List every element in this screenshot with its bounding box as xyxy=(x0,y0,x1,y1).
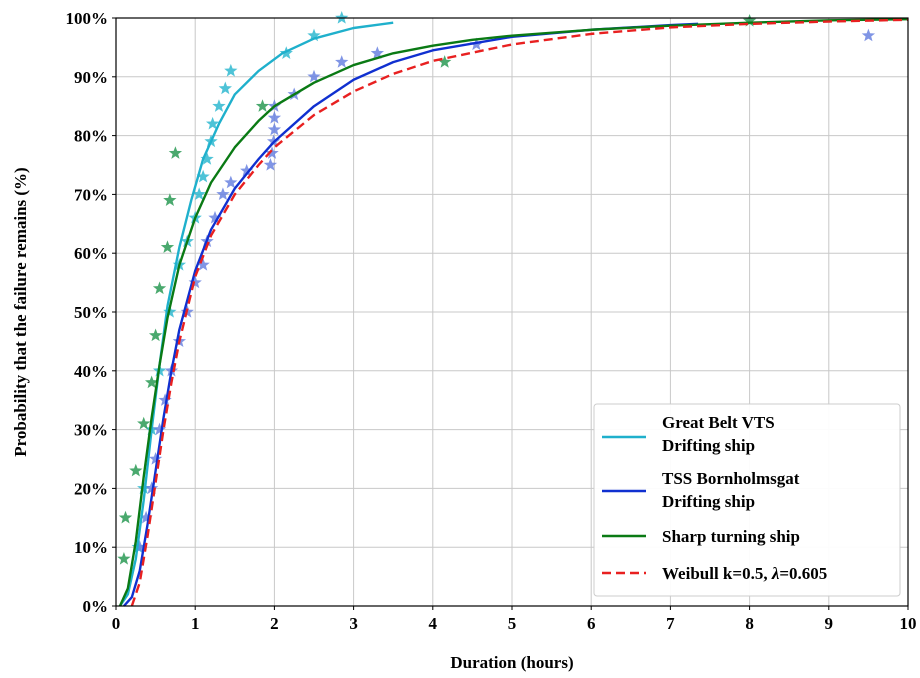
data-point-series-2 xyxy=(255,99,270,112)
legend-label-3: Weibull k=0.5, λ=0.605 xyxy=(662,564,827,583)
y-axis-title: Probability that the failure remains (%) xyxy=(11,167,30,456)
data-point-series-0 xyxy=(192,187,206,201)
data-point-series-1 xyxy=(263,158,278,171)
x-tick-label: 5 xyxy=(508,614,517,633)
data-point-series-1 xyxy=(335,55,349,68)
y-tick-label: 70% xyxy=(74,185,108,204)
data-point-series-0 xyxy=(205,116,220,130)
data-point-series-2 xyxy=(152,281,167,295)
data-point-series-2 xyxy=(438,55,452,68)
legend-label-0: Great Belt VTS xyxy=(662,413,775,432)
series-lines xyxy=(118,17,909,607)
y-tick-label: 100% xyxy=(66,9,109,28)
y-tick-label: 90% xyxy=(74,68,108,87)
data-point-series-0 xyxy=(218,81,232,95)
series-line-1 xyxy=(123,22,699,607)
data-point-series-1 xyxy=(307,69,321,83)
x-tick-label: 4 xyxy=(429,614,438,633)
data-point-series-1 xyxy=(224,175,238,189)
data-point-series-2 xyxy=(137,416,151,430)
data-point-series-1 xyxy=(144,481,159,495)
data-point-series-2 xyxy=(117,551,131,565)
y-tick-label: 0% xyxy=(83,597,109,616)
legend-label-0: Drifting ship xyxy=(662,436,755,455)
y-tick-label: 50% xyxy=(74,303,108,322)
data-point-series-1 xyxy=(158,393,172,406)
data-point-series-1 xyxy=(267,122,282,136)
data-point-series-1 xyxy=(267,110,282,124)
data-point-series-2 xyxy=(144,375,159,389)
data-point-series-2 xyxy=(168,146,183,159)
data-point-series-1 xyxy=(133,540,147,553)
y-tick-label: 10% xyxy=(74,538,108,557)
y-axis-ticks: 0% 10% 20% 30% 40% 50% 60% 70% 80% 90% 100% xyxy=(66,9,116,616)
data-point-series-2 xyxy=(160,240,175,253)
data-point-series-1 xyxy=(188,275,202,289)
x-tick-label: 0 xyxy=(112,614,121,633)
x-tick-label: 9 xyxy=(825,614,834,633)
data-point-series-0 xyxy=(224,63,238,77)
data-point-series-2 xyxy=(129,463,143,477)
data-point-series-1 xyxy=(152,422,167,436)
data-point-series-1 xyxy=(240,163,254,177)
data-point-series-1 xyxy=(216,187,230,201)
data-point-series-2 xyxy=(148,328,163,342)
data-point-series-1 xyxy=(265,146,279,159)
legend-label-1: Drifting ship xyxy=(662,492,755,511)
x-axis-ticks: 0 1 2 3 4 5 6 7 8 9 10 xyxy=(112,606,917,633)
x-tick-label: 6 xyxy=(587,614,596,633)
data-point-series-0 xyxy=(200,152,214,165)
data-point-series-1 xyxy=(139,510,153,524)
data-point-series-1 xyxy=(148,452,163,465)
data-point-series-0 xyxy=(212,99,226,112)
data-point-series-2 xyxy=(163,193,177,206)
x-tick-label: 7 xyxy=(666,614,675,633)
y-tick-label: 80% xyxy=(74,127,108,146)
data-point-series-1 xyxy=(370,46,385,59)
data-point-series-0 xyxy=(137,481,151,495)
x-tick-label: 3 xyxy=(349,614,358,633)
legend: Great Belt VTS Drifting ship TSS Bornholms… xyxy=(593,403,901,597)
series-line-0 xyxy=(118,21,394,607)
x-tick-label: 8 xyxy=(745,614,754,633)
data-point-series-1 xyxy=(208,210,222,224)
series-line-2 xyxy=(118,17,909,607)
data-point-series-1 xyxy=(861,28,876,42)
data-point-series-0 xyxy=(196,169,210,183)
y-tick-label: 40% xyxy=(74,362,108,381)
x-tick-label: 10 xyxy=(900,614,917,633)
data-point-series-2 xyxy=(742,13,757,27)
data-point-series-0 xyxy=(335,11,349,24)
x-tick-label: 1 xyxy=(191,614,200,633)
legend-box xyxy=(593,403,901,597)
y-tick-label: 30% xyxy=(74,421,108,440)
legend-label-2: Sharp turning ship xyxy=(662,527,800,546)
x-axis-title: Duration (hours) xyxy=(450,653,573,672)
data-point-series-2 xyxy=(118,510,133,524)
y-tick-label: 60% xyxy=(74,244,108,263)
legend-label-1: TSS Bornholmsgat xyxy=(662,469,800,488)
y-tick-label: 20% xyxy=(74,479,108,498)
series-line-3 xyxy=(130,18,909,607)
x-tick-label: 2 xyxy=(270,614,279,633)
data-point-series-0 xyxy=(307,28,321,42)
data-point-series-1 xyxy=(196,257,210,271)
